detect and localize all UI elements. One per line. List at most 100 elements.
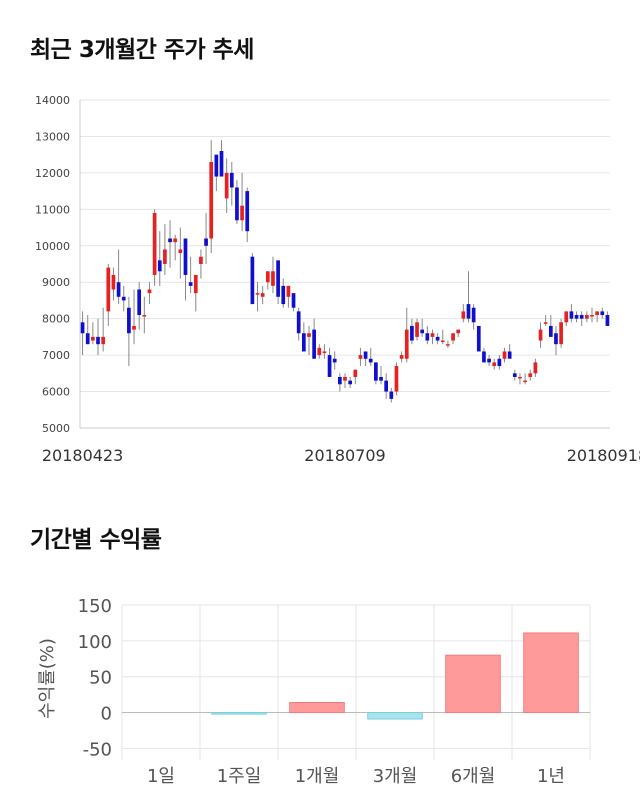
candle-body bbox=[245, 191, 250, 232]
candle-body bbox=[533, 362, 538, 374]
return-bar bbox=[367, 712, 423, 720]
candle-body bbox=[199, 256, 203, 264]
candle-body bbox=[559, 322, 563, 345]
y-axis-title: 수익률(%) bbox=[37, 638, 58, 719]
candle-body bbox=[518, 376, 522, 379]
candle-body bbox=[379, 376, 383, 381]
x-category-label: 1년 bbox=[537, 766, 565, 787]
candle-body bbox=[116, 282, 121, 297]
candle-body bbox=[492, 362, 497, 367]
candle-body bbox=[446, 344, 450, 346]
candle-body bbox=[348, 380, 352, 385]
candle-body bbox=[111, 274, 116, 290]
y-tick-label: 150 bbox=[78, 596, 112, 617]
candle-body bbox=[415, 322, 419, 337]
candle-body bbox=[132, 325, 136, 330]
candle-body bbox=[471, 307, 476, 323]
x-category-label: 6개월 bbox=[451, 766, 496, 787]
candle-body bbox=[193, 274, 198, 294]
x-tick-label: 20180918 bbox=[567, 446, 640, 465]
candle-body bbox=[296, 311, 301, 334]
candle-body bbox=[235, 187, 239, 221]
candle-body bbox=[96, 336, 100, 345]
candle-body bbox=[435, 336, 440, 341]
candle-body bbox=[142, 315, 147, 317]
candle-body bbox=[368, 358, 373, 363]
candle-body bbox=[209, 161, 214, 239]
candle-body bbox=[564, 311, 569, 323]
y-tick-label: 9000 bbox=[42, 276, 70, 289]
candle-body bbox=[451, 333, 455, 341]
candle-body bbox=[173, 238, 178, 243]
candle-body bbox=[317, 347, 322, 356]
candle-body bbox=[286, 285, 291, 297]
candle-body bbox=[440, 340, 445, 343]
y-tick-label: -50 bbox=[83, 739, 112, 760]
candle-body bbox=[332, 358, 337, 363]
candle-body bbox=[91, 336, 95, 341]
candle-body bbox=[260, 293, 265, 297]
candle-body bbox=[219, 151, 224, 177]
candle-body bbox=[548, 325, 553, 337]
y-tick-label: 0 bbox=[101, 704, 112, 725]
candle-body bbox=[569, 311, 574, 319]
candle-body bbox=[353, 369, 358, 377]
candle-body bbox=[394, 366, 399, 392]
candle-body bbox=[476, 325, 481, 352]
price-chart-title: 최근 3개월간 주가 추세 bbox=[30, 37, 254, 63]
candle-body bbox=[188, 282, 193, 286]
x-category-label: 1일 bbox=[147, 766, 175, 787]
candle-body bbox=[605, 315, 610, 326]
candle-body bbox=[384, 380, 389, 392]
x-category-label: 1개월 bbox=[295, 766, 340, 787]
candle-body bbox=[595, 311, 599, 316]
candle-body bbox=[523, 380, 527, 383]
candle-body bbox=[240, 205, 244, 221]
candle-body bbox=[85, 333, 90, 345]
candle-body bbox=[538, 329, 543, 341]
y-tick-label: 50 bbox=[89, 668, 112, 689]
y-tick-label: 14000 bbox=[35, 94, 70, 107]
candle-body bbox=[322, 351, 327, 353]
candle-body bbox=[271, 271, 275, 286]
y-tick-label: 10000 bbox=[35, 240, 70, 253]
candle-body bbox=[327, 355, 332, 377]
returns-chart-title: 기간별 수익률 bbox=[30, 527, 162, 553]
candle-body bbox=[343, 376, 347, 381]
x-category-label: 3개월 bbox=[373, 766, 418, 787]
candle-body bbox=[214, 154, 219, 177]
candle-body bbox=[466, 304, 471, 319]
candle-body bbox=[512, 373, 517, 377]
candle-body bbox=[487, 358, 491, 363]
candle-body bbox=[106, 267, 111, 312]
return-bar bbox=[523, 632, 579, 714]
candle-body bbox=[528, 373, 533, 377]
candle-body bbox=[152, 212, 157, 275]
candle-body bbox=[157, 260, 162, 272]
y-tick-label: 7000 bbox=[42, 349, 70, 362]
candle-body bbox=[338, 376, 342, 385]
y-tick-label: 12000 bbox=[35, 167, 70, 180]
candle-body bbox=[137, 289, 142, 316]
candle-body bbox=[374, 362, 378, 381]
candle-body bbox=[358, 355, 363, 359]
candle-body bbox=[224, 172, 229, 199]
candle-body bbox=[600, 311, 605, 316]
candle-body bbox=[291, 293, 296, 308]
candle-body bbox=[389, 391, 394, 399]
candle-body bbox=[281, 285, 286, 305]
candle-body bbox=[420, 329, 425, 334]
candle-body bbox=[80, 322, 85, 334]
candle-body bbox=[502, 351, 507, 359]
candle-body bbox=[204, 238, 208, 246]
candle-body bbox=[255, 293, 260, 295]
x-tick-label: 20180423 bbox=[42, 446, 123, 465]
candle-body bbox=[554, 333, 558, 345]
y-tick-label: 11000 bbox=[35, 203, 70, 216]
candle-body bbox=[250, 256, 255, 305]
candle-body bbox=[425, 333, 430, 341]
y-tick-label: 8000 bbox=[42, 313, 70, 326]
candle-body bbox=[543, 322, 548, 324]
candle-body bbox=[410, 325, 414, 341]
candle-body bbox=[579, 315, 584, 319]
